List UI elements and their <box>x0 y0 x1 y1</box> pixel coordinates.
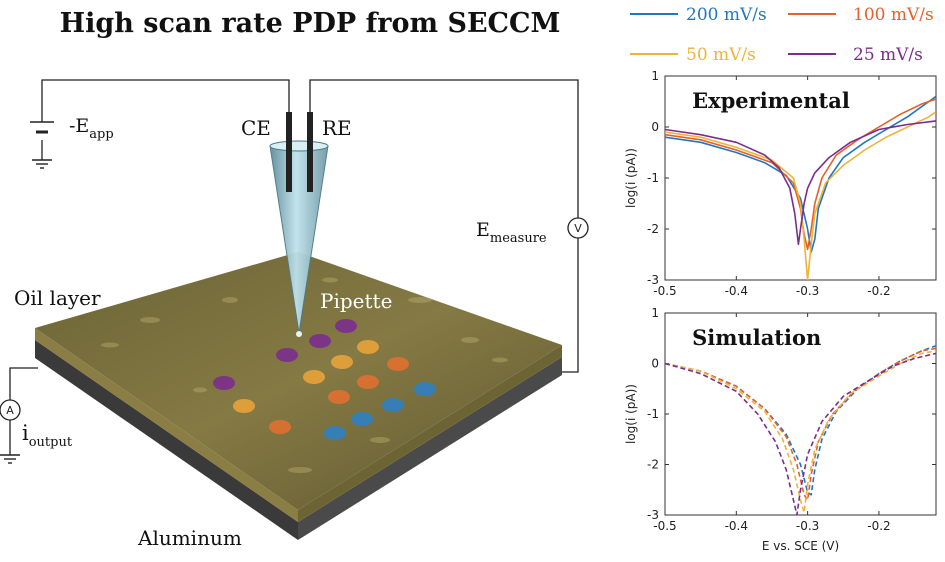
legend-item: 50 mV/s <box>630 45 756 65</box>
oil-layer-side <box>298 345 562 522</box>
y-axis-label: log(i (pA)) <box>624 384 638 444</box>
measurement-spot <box>382 398 404 412</box>
reference-electrode <box>307 112 313 192</box>
x-tick-label: -0.3 <box>796 284 819 298</box>
emeasure-label: Emeasure <box>476 219 547 246</box>
schematic: V A <box>0 79 589 550</box>
series-line <box>665 350 936 514</box>
pipette-label: Pipette <box>320 289 392 313</box>
aluminum-layer-side <box>298 357 562 540</box>
battery-symbol <box>30 121 54 134</box>
pipette <box>269 140 329 337</box>
re-label: RE <box>322 116 352 140</box>
aluminum-layer-front <box>35 340 298 540</box>
x-axis-label: E vs. SCE (V) <box>762 539 839 553</box>
chart-title: Experimental <box>692 88 850 113</box>
legend-label: 100 mV/s <box>853 5 934 25</box>
chart-title: Simulation <box>692 325 821 350</box>
plot-frame <box>664 75 937 281</box>
x-tick-label: -0.3 <box>796 519 819 533</box>
measurement-spot <box>331 355 353 369</box>
measurement-spot <box>303 370 325 384</box>
eapp-label: -Eapp <box>69 115 114 142</box>
measurement-spot <box>328 390 350 404</box>
measurement-spot <box>233 399 255 413</box>
legend-label: 25 mV/s <box>853 45 923 65</box>
ammeter-icon: A <box>0 399 21 421</box>
measurement-spot <box>269 420 291 434</box>
measurement-spots <box>213 319 436 440</box>
legend-item: 25 mV/s <box>788 45 923 65</box>
measurement-spot <box>357 375 379 389</box>
measurement-spot <box>276 348 298 362</box>
measurement-spot <box>351 412 373 426</box>
series-group <box>665 345 936 515</box>
x-tick-label: -0.4 <box>725 284 748 298</box>
y-tick-label: -1 <box>647 407 659 421</box>
x-tick-label: -0.5 <box>653 284 676 298</box>
experimental-chart: -0.5 -0.4 -0.3 -0.2 1 0 -1 -2 -3 Experimental log(… <box>624 69 937 298</box>
y-tick-label: 0 <box>651 120 659 134</box>
y-axis-label: log(i (pA)) <box>624 148 638 208</box>
simulation-chart: -0.5 -0.4 -0.3 -0.2 1 0 -1 -2 -3 Simulation log(i … <box>624 306 937 553</box>
x-tick-label: -0.5 <box>653 519 676 533</box>
measurement-spot <box>213 376 235 390</box>
measurement-spot <box>324 426 346 440</box>
figure-title: High scan rate PDP from SECCM <box>60 8 561 39</box>
legend-item: 200 mV/s <box>630 5 767 25</box>
ce-label: CE <box>241 116 271 140</box>
oil-layer-top <box>35 252 562 510</box>
measurement-spot <box>414 382 436 396</box>
counter-electrode <box>286 112 292 192</box>
legend-item: 100 mV/s <box>788 5 934 25</box>
ground-icon <box>0 454 20 464</box>
series-group <box>665 95 936 280</box>
series-line <box>665 98 936 251</box>
y-tick-label: -3 <box>647 508 659 522</box>
ground-icon <box>32 159 52 169</box>
aluminum-label: Aluminum <box>137 526 242 550</box>
ioutput-label: ioutput <box>22 421 73 450</box>
y-tick-label: 0 <box>651 357 659 371</box>
y-tick-label: -2 <box>647 458 659 472</box>
legend-label: 50 mV/s <box>686 45 756 65</box>
x-tick-label: -0.2 <box>867 519 890 533</box>
measurement-spot <box>309 334 331 348</box>
series-line <box>665 111 936 280</box>
circuit-wires <box>9 79 579 455</box>
legend: 200 mV/s 100 mV/s 50 mV/s 25 mV/s <box>630 5 934 65</box>
voltmeter-icon: V <box>567 217 589 239</box>
x-tick-label: -0.2 <box>867 284 890 298</box>
series-line <box>665 95 936 253</box>
measurement-spot <box>357 340 379 354</box>
y-tick-label: -2 <box>647 222 659 236</box>
y-tick-label: 1 <box>651 69 659 83</box>
y-tick-label: -3 <box>647 273 659 287</box>
substrate-block <box>35 252 562 540</box>
y-tick-label: 1 <box>651 306 659 320</box>
measurement-spot <box>387 357 409 371</box>
series-line <box>665 352 936 515</box>
legend-label: 200 mV/s <box>686 5 767 25</box>
svg-text:V: V <box>574 222 582 235</box>
oil-layer-front <box>35 328 298 522</box>
x-tick-label: -0.4 <box>725 519 748 533</box>
series-line <box>665 120 936 246</box>
measurement-spot <box>335 319 357 333</box>
svg-text:A: A <box>6 404 14 417</box>
y-tick-label: -1 <box>647 171 659 185</box>
oil-layer-label: Oil layer <box>14 286 101 310</box>
surface-speckles <box>101 277 508 473</box>
